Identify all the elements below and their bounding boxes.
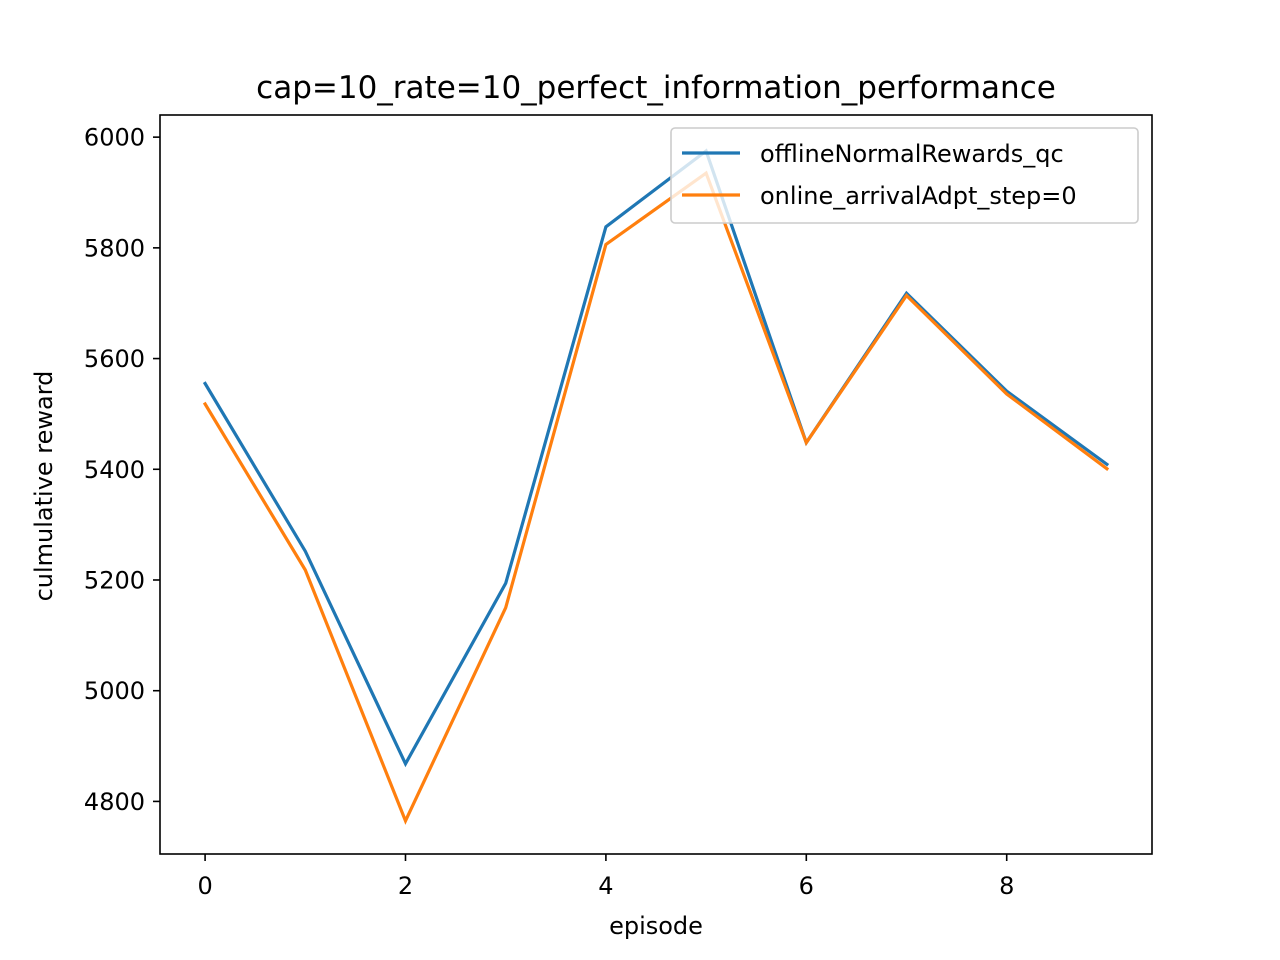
y-tick-label-2: 5200 <box>84 566 145 594</box>
legend-label-0: offlineNormalRewards_qc <box>760 140 1064 168</box>
axis-ticks: 0 2 4 6 8 4800 5000 5200 5400 5600 5800 6000 <box>84 114 1153 900</box>
legend-box <box>670 127 1139 224</box>
x-tick-label-2: 4 <box>598 872 613 900</box>
y-axis-label: culmulative reward <box>30 371 58 602</box>
plot-area <box>202 148 1110 825</box>
legend: offlineNormalRewards_qc online_arrivalAdp… <box>670 127 1139 224</box>
legend-label-1: online_arrivalAdpt_step=0 <box>760 182 1077 210</box>
x-axis-label: episode <box>609 912 703 940</box>
y-tick-label-4: 5600 <box>84 345 145 373</box>
y-tick-label-6: 6000 <box>84 124 145 152</box>
y-tick-label-3: 5400 <box>84 456 145 484</box>
x-tick-label-0: 0 <box>197 872 212 900</box>
y-tick-label-5: 5800 <box>84 234 145 262</box>
x-tick-label-4: 8 <box>999 872 1014 900</box>
x-tick-label-1: 2 <box>398 872 413 900</box>
x-tick-label-3: 6 <box>799 872 814 900</box>
y-tick-label-1: 5000 <box>84 677 145 705</box>
y-tick-label-0: 4800 <box>84 788 145 816</box>
chart-title: cap=10_rate=10_perfect_information_perfo… <box>256 70 1056 106</box>
series-line-0 <box>202 148 1110 768</box>
series-line-1 <box>202 170 1110 825</box>
axes-frame <box>159 114 1153 855</box>
